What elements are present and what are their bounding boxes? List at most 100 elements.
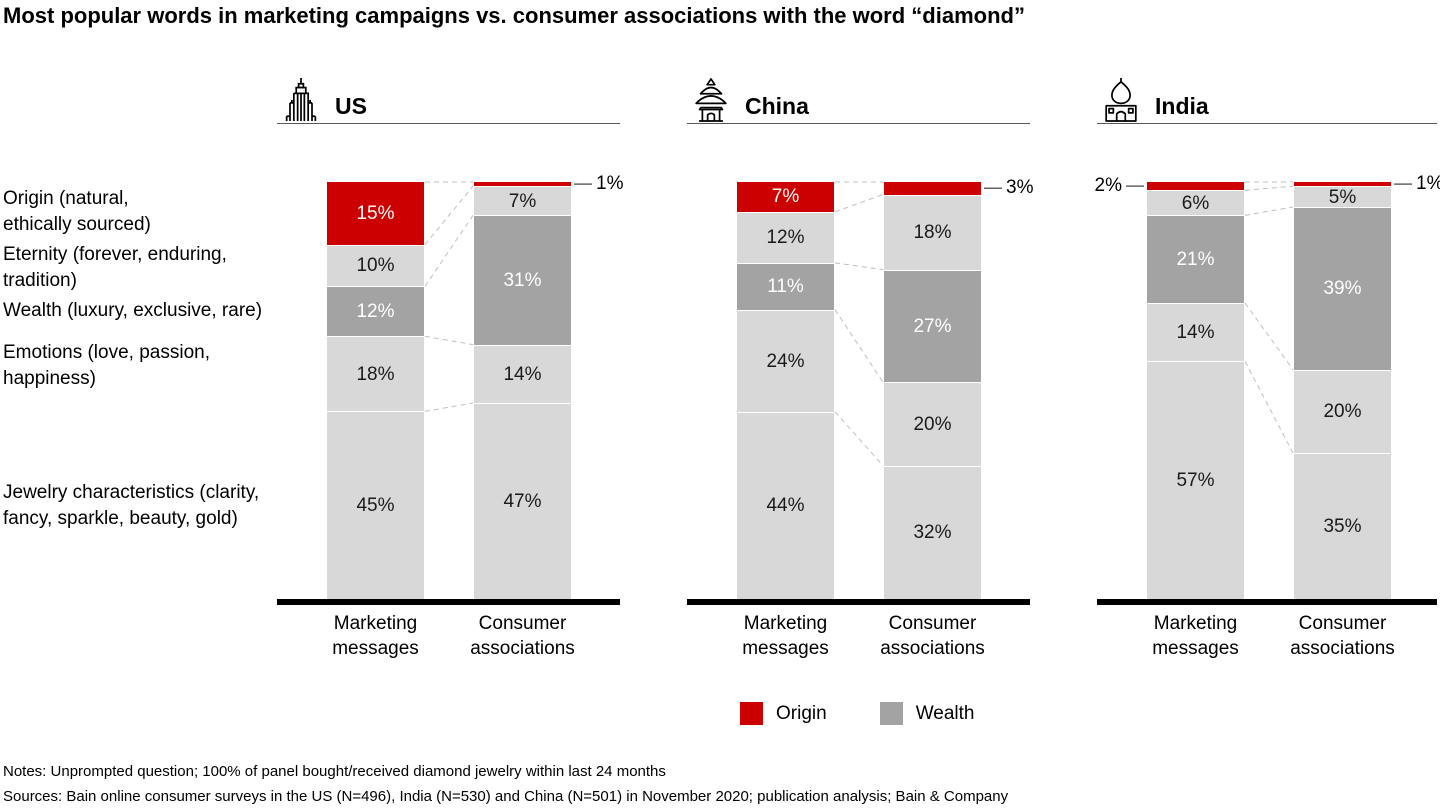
segment-value-label: 45% bbox=[356, 495, 395, 517]
segment-value-label: 21% bbox=[1176, 249, 1215, 271]
bar-segment: 7% bbox=[474, 186, 571, 216]
segment-value-label: 57% bbox=[1176, 470, 1215, 492]
bar-segment: 15% bbox=[327, 182, 424, 245]
segment-value-label: 12% bbox=[766, 227, 805, 249]
bar-segment: 18% bbox=[884, 194, 981, 270]
country-header-china: China bbox=[687, 75, 1030, 123]
callout-label: 3% bbox=[1006, 177, 1034, 199]
bar-segment: 45% bbox=[327, 411, 424, 599]
header-underline bbox=[277, 123, 620, 124]
notes-line: Notes: Unprompted question; 100% of pane… bbox=[3, 763, 666, 780]
callout-label: 1% bbox=[1416, 173, 1440, 195]
category-label: Emotions (love, passion, happiness) bbox=[3, 342, 210, 389]
bar-segment bbox=[884, 182, 981, 195]
segment-value-label: 32% bbox=[913, 522, 952, 544]
bar-segment: 18% bbox=[327, 336, 424, 412]
bar-axis-label: Marketing messages bbox=[332, 613, 419, 659]
bar-segment: 21% bbox=[1147, 215, 1244, 303]
segment-value-label: 7% bbox=[508, 190, 537, 212]
bar-segment: 57% bbox=[1147, 361, 1244, 599]
category-label: Jewelry characteristics (clarity, fancy,… bbox=[3, 482, 260, 529]
segment-value-label: 47% bbox=[503, 490, 542, 512]
segment-value-label: 31% bbox=[503, 269, 542, 291]
segment-value-label: 7% bbox=[771, 186, 800, 208]
axis-line bbox=[277, 599, 620, 605]
segment-value-label: 20% bbox=[913, 413, 952, 435]
segment-value-label: 12% bbox=[356, 301, 395, 323]
bar-axis-label: Consumer associations bbox=[880, 613, 985, 659]
country-header-india: India bbox=[1097, 75, 1437, 123]
legend: Origin Wealth bbox=[740, 702, 974, 725]
header-underline bbox=[687, 123, 1030, 124]
bar-segment: 5% bbox=[1294, 186, 1391, 207]
category-label: Origin (natural, ethically sourced) bbox=[3, 188, 151, 235]
bar-segment: 31% bbox=[474, 215, 571, 345]
segment-value-label: 5% bbox=[1328, 186, 1357, 208]
bar-segment: 14% bbox=[474, 344, 571, 403]
bar-axis-label: Marketing messages bbox=[1152, 613, 1239, 659]
bar-segment: 11% bbox=[737, 262, 834, 310]
segment-value-label: 24% bbox=[766, 350, 805, 372]
bar-consumer: 7% 31% 14% 47% bbox=[474, 182, 571, 599]
bar-marketing: 15% 10% 12% 18% 45% bbox=[327, 182, 424, 599]
bar-axis-label: Consumer associations bbox=[470, 613, 575, 659]
bar-axis-label: Marketing messages bbox=[742, 613, 829, 659]
origin-swatch-icon bbox=[740, 702, 763, 725]
bar-segment: 20% bbox=[884, 382, 981, 466]
segment-value-label: 6% bbox=[1181, 192, 1210, 214]
bar-marketing: 6% 21% 14% 57% bbox=[1147, 182, 1244, 599]
bar-segment: 44% bbox=[737, 411, 834, 599]
empire-state-building-icon bbox=[279, 77, 323, 123]
bar-segment: 24% bbox=[737, 309, 834, 412]
bar-axis-label: Consumer associations bbox=[1290, 613, 1395, 659]
bar-segment: 32% bbox=[884, 465, 981, 599]
bar-segment: 39% bbox=[1294, 207, 1391, 370]
segment-value-label: 10% bbox=[356, 255, 395, 277]
segment-value-label: 18% bbox=[913, 222, 952, 244]
axis-line bbox=[1097, 599, 1437, 605]
bar-segment bbox=[1147, 182, 1244, 191]
country-name: China bbox=[745, 93, 809, 119]
bar-segment bbox=[1294, 182, 1391, 187]
taj-mahal-icon bbox=[1099, 77, 1143, 123]
segment-value-label: 20% bbox=[1323, 401, 1362, 423]
bar-marketing: 7% 12% 11% 24% 44% bbox=[737, 182, 834, 599]
legend-label-origin: Origin bbox=[776, 702, 827, 724]
bar-segment: 35% bbox=[1294, 453, 1391, 599]
segment-value-label: 39% bbox=[1323, 278, 1362, 300]
segment-value-label: 44% bbox=[766, 495, 805, 517]
bar-segment: 6% bbox=[1147, 190, 1244, 216]
segment-value-label: 27% bbox=[913, 315, 952, 337]
callout-label: 1% bbox=[596, 173, 624, 195]
bar-segment: 47% bbox=[474, 402, 571, 599]
bar-consumer: 18% 27% 20% 32% bbox=[884, 182, 981, 599]
country-name: US bbox=[335, 93, 367, 119]
segment-value-label: 14% bbox=[1176, 322, 1215, 344]
bar-segment: 12% bbox=[327, 286, 424, 337]
bar-segment: 27% bbox=[884, 269, 981, 383]
category-label: Eternity (forever, enduring, tradition) bbox=[3, 244, 227, 291]
header-underline bbox=[1097, 123, 1437, 124]
footnotes: Notes: Unprompted question; 100% of pane… bbox=[3, 759, 1008, 809]
segment-value-label: 15% bbox=[356, 202, 395, 224]
axis-line bbox=[687, 599, 1030, 605]
sources-line: Sources: Bain online consumer surveys in… bbox=[3, 788, 1009, 805]
country-name: India bbox=[1155, 93, 1209, 119]
country-header-us: US bbox=[277, 75, 620, 123]
chart-title: Most popular words in marketing campaign… bbox=[3, 3, 1025, 28]
callout-label: 2% bbox=[1094, 175, 1122, 197]
legend-item-wealth: Wealth bbox=[879, 702, 975, 725]
segment-value-label: 11% bbox=[767, 276, 804, 298]
bar-segment: 10% bbox=[327, 244, 424, 287]
segment-value-label: 14% bbox=[503, 363, 542, 385]
segment-value-label: 18% bbox=[356, 363, 395, 385]
bar-segment: 12% bbox=[737, 211, 834, 263]
legend-label-wealth: Wealth bbox=[915, 702, 975, 724]
bar-segment: 20% bbox=[1294, 369, 1391, 454]
bar-segment: 14% bbox=[1147, 302, 1244, 362]
category-label: Wealth (luxury, exclusive, rare) bbox=[3, 300, 263, 321]
bar-consumer: 5% 39% 20% 35% bbox=[1294, 182, 1391, 599]
bar-segment bbox=[474, 182, 571, 187]
